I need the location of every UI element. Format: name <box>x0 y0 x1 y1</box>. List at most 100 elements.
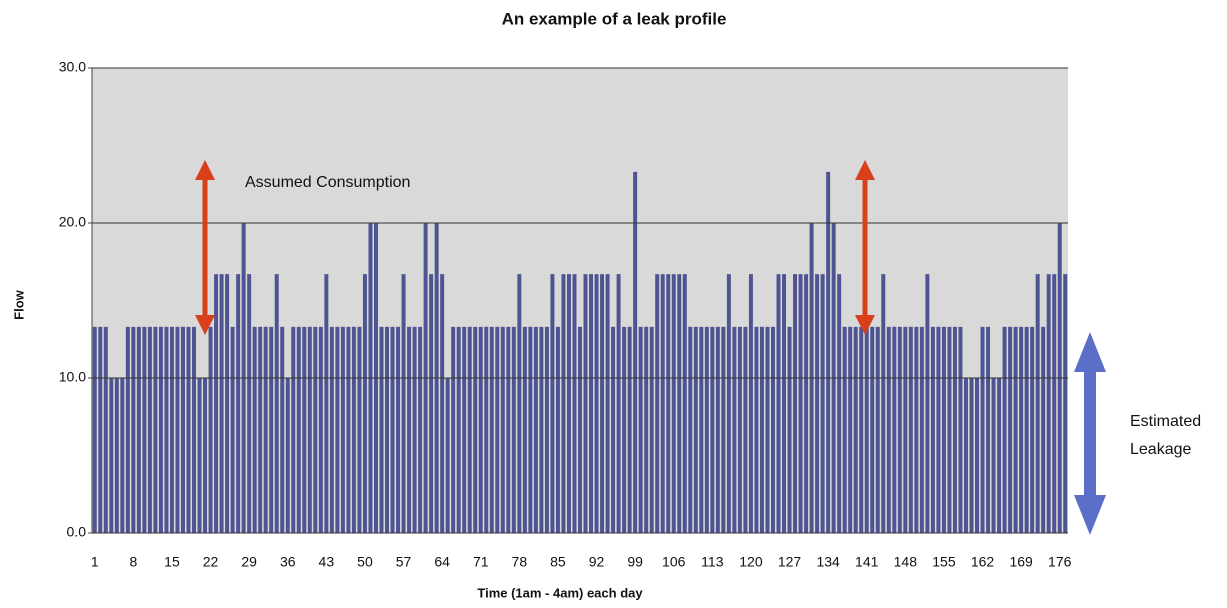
bar <box>208 326 213 533</box>
bar <box>1002 326 1007 533</box>
bar <box>671 274 676 533</box>
bar <box>478 326 483 533</box>
bar <box>925 274 930 533</box>
bar <box>555 326 560 533</box>
bar <box>236 274 241 533</box>
x-tick-label: 120 <box>739 554 763 570</box>
bar <box>125 326 130 533</box>
x-tick-label: 99 <box>627 554 643 570</box>
bar <box>528 326 533 533</box>
bar <box>952 326 957 533</box>
y-tick-label: 20.0 <box>59 214 86 230</box>
bar <box>572 274 577 533</box>
bar <box>296 326 301 533</box>
y-tick-label: 10.0 <box>59 369 86 385</box>
x-tick-label: 36 <box>280 554 296 570</box>
bar <box>793 274 798 533</box>
bar <box>914 326 919 533</box>
x-tick-label: 43 <box>319 554 335 570</box>
bar <box>1052 274 1057 533</box>
bar <box>175 326 180 533</box>
bar <box>390 326 395 533</box>
bar <box>291 326 296 533</box>
bar <box>721 326 726 533</box>
bar <box>214 274 219 533</box>
bar <box>1008 326 1013 533</box>
bar <box>164 326 169 533</box>
x-tick-label: 29 <box>241 554 257 570</box>
bar <box>136 326 141 533</box>
x-tick-label: 113 <box>701 554 724 570</box>
bar <box>732 326 737 533</box>
bar <box>693 326 698 533</box>
bar <box>98 326 103 533</box>
bar <box>120 378 125 533</box>
bar <box>842 326 847 533</box>
bar <box>815 274 820 533</box>
bar <box>335 326 340 533</box>
bar <box>804 274 809 533</box>
bar <box>908 326 913 533</box>
bar <box>881 274 886 533</box>
bar <box>782 274 787 533</box>
bar <box>280 326 285 533</box>
bar <box>511 326 516 533</box>
bar <box>616 274 621 533</box>
bar <box>445 378 450 533</box>
x-axis-label: Time (1am - 4am) each day <box>477 585 643 600</box>
chart-title: An example of a leak profile <box>502 9 727 28</box>
bar <box>638 326 643 533</box>
x-tick-label: 176 <box>1048 554 1072 570</box>
x-tick-label: 127 <box>778 554 802 570</box>
bar <box>456 326 461 533</box>
bar <box>533 326 538 533</box>
bar <box>1063 274 1068 533</box>
bar <box>440 274 445 533</box>
bar <box>826 171 831 533</box>
x-tick-label: 85 <box>550 554 566 570</box>
bar <box>274 274 279 533</box>
bar <box>644 326 649 533</box>
bar <box>969 378 974 533</box>
x-tick-label: 92 <box>589 554 605 570</box>
bar <box>759 326 764 533</box>
x-tick-label: 141 <box>855 554 879 570</box>
bar <box>853 326 858 533</box>
bar <box>252 326 257 533</box>
bar <box>566 274 571 533</box>
bar <box>660 274 665 533</box>
annotation: Leakage <box>1130 441 1191 458</box>
annotation: Assumed Consumption <box>245 174 410 191</box>
bar <box>489 326 494 533</box>
x-tick-label: 1 <box>91 554 99 570</box>
bar <box>964 378 968 533</box>
bar <box>1035 274 1040 533</box>
bar <box>798 274 803 533</box>
bar <box>864 326 869 533</box>
bar <box>142 326 147 533</box>
bar <box>324 274 329 533</box>
bar <box>947 326 952 533</box>
bar <box>627 326 632 533</box>
bar <box>362 274 367 533</box>
bar <box>203 378 208 533</box>
bar <box>991 378 996 533</box>
bar <box>357 326 362 533</box>
bar <box>379 326 384 533</box>
bar <box>340 326 345 533</box>
bar <box>131 326 136 533</box>
bar <box>980 326 985 533</box>
bar <box>412 326 417 533</box>
bar <box>589 274 594 533</box>
bar <box>219 274 224 533</box>
bar <box>230 326 235 533</box>
bar <box>715 326 720 533</box>
bar <box>544 326 549 533</box>
bar <box>429 274 434 533</box>
bar <box>539 326 544 533</box>
x-tick-label: 15 <box>164 554 180 570</box>
bar <box>313 326 318 533</box>
bar <box>649 326 654 533</box>
bar <box>958 326 963 533</box>
